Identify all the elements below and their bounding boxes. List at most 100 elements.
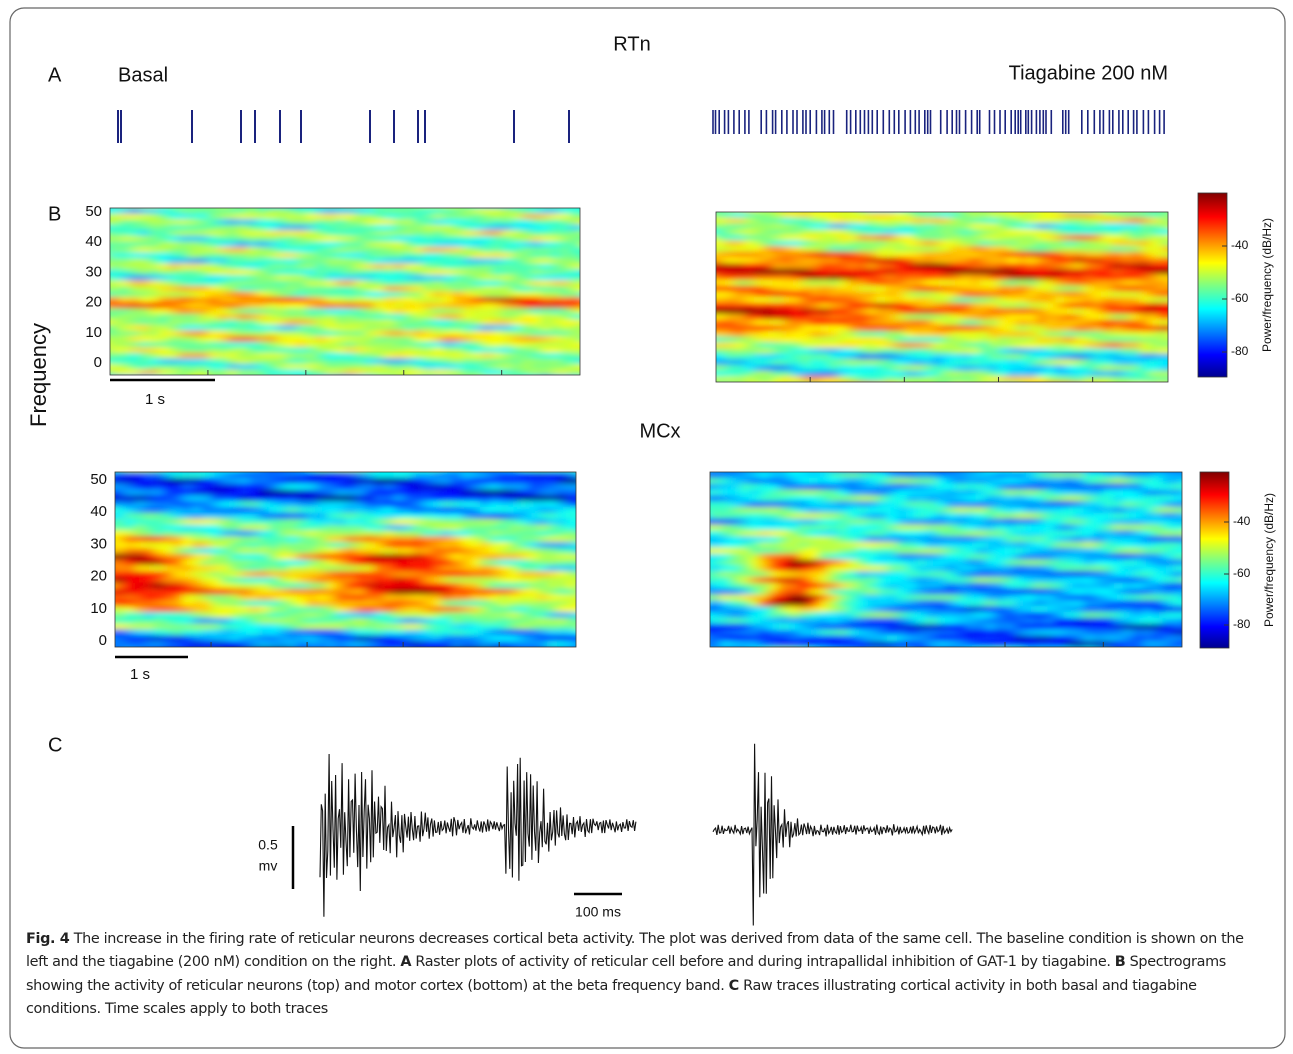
spectrogram-cell	[125, 606, 136, 613]
spectrogram-cell	[250, 507, 261, 514]
spectrogram-cell	[509, 647, 520, 654]
condition-title: Basal	[118, 64, 168, 86]
spectrogram-cell	[269, 501, 280, 508]
spectrogram-cell	[876, 223, 886, 230]
spectrogram-cell	[125, 484, 136, 491]
spectrogram-cell	[1168, 235, 1178, 242]
spectrogram-cell	[970, 314, 980, 321]
spectrogram-cell	[1130, 325, 1140, 332]
spectrogram-cell	[192, 490, 203, 497]
spectrogram-cell	[725, 240, 735, 247]
spectrogram-cell	[259, 577, 270, 584]
spectrogram-cell	[470, 536, 481, 543]
spectrogram-cell	[1159, 348, 1169, 355]
spectrogram-cell	[773, 348, 783, 355]
spectrogram-cell	[355, 589, 366, 596]
spectrogram-cell	[1102, 297, 1112, 304]
spectrogram-cell	[1112, 331, 1122, 338]
spectrogram-cell	[422, 519, 433, 526]
spectrogram-cell	[451, 536, 462, 543]
spectrogram-cell	[829, 297, 839, 304]
spectrogram-cell	[1121, 223, 1131, 230]
spectrogram-cell	[509, 606, 520, 613]
spectrogram-cell	[1046, 212, 1056, 219]
spectrogram-cell	[942, 331, 952, 338]
spectrogram-cell	[857, 291, 867, 298]
spectrogram-cell	[451, 501, 462, 508]
spectrogram-cell	[801, 308, 811, 315]
spectrogram-cell	[876, 212, 886, 219]
spectrogram-cell	[1055, 291, 1065, 298]
spectrogram-cell	[744, 263, 754, 270]
spectrogram-cell	[1149, 212, 1159, 219]
spectrogram-cell	[394, 495, 405, 502]
spectrogram-cell	[1130, 342, 1140, 349]
spectrogram-cell	[560, 375, 571, 382]
spectrogram-cell	[221, 589, 232, 596]
spectrogram-cell	[403, 484, 414, 491]
spectrogram-cell	[394, 583, 405, 590]
spectrogram-cell	[298, 612, 309, 619]
spectrogram-cell	[115, 565, 126, 572]
spectrogram-cell	[422, 612, 433, 619]
spectrogram-cell	[432, 513, 443, 520]
spectrogram-cell	[1102, 382, 1112, 389]
spectrogram-cell	[240, 554, 251, 561]
spectrogram-cell	[480, 565, 491, 572]
spectrogram-cell	[1083, 365, 1093, 372]
spectrogram-cell	[365, 560, 376, 567]
spectrogram-cell	[250, 472, 261, 479]
spectrogram-cell	[288, 565, 299, 572]
spectrogram-cell	[754, 263, 764, 270]
spectrogram-cell	[557, 501, 568, 508]
spectrogram-cell	[336, 618, 347, 625]
spectrogram-cell	[961, 246, 971, 253]
spectrogram-cell	[725, 348, 735, 355]
spectrogram-cell	[1168, 320, 1178, 327]
spectrogram-cell	[538, 595, 549, 602]
spectrogram-cell	[221, 490, 232, 497]
spectrogram-cell	[970, 246, 980, 253]
spectrogram-cell	[1046, 263, 1056, 270]
spectrogram-cell	[173, 478, 184, 485]
spectrogram-cell	[470, 595, 481, 602]
spectrogram-cell	[980, 308, 990, 315]
spectrogram-cell	[886, 325, 896, 332]
spectrogram-cell	[182, 560, 193, 567]
spectrogram-cell	[384, 472, 395, 479]
spectrogram-cell	[547, 472, 558, 479]
spectrogram-cell	[413, 565, 424, 572]
spectrogram-cell	[153, 595, 164, 602]
spectrogram-cell	[374, 612, 385, 619]
spectrogram-cell	[867, 246, 877, 253]
spectrogram-cell	[211, 542, 222, 549]
spectrogram-cell	[512, 375, 523, 382]
spectrogram-cell	[221, 595, 232, 602]
spectrogram-cell	[134, 595, 145, 602]
spectrogram-cell	[1168, 212, 1178, 219]
spectrogram-cell	[538, 519, 549, 526]
spectrogram-cell	[961, 382, 971, 389]
spectrogram-cell	[250, 571, 261, 578]
spectrogram-cell	[355, 530, 366, 537]
spectrogram-cell	[867, 240, 877, 247]
spectrogram-cell	[211, 630, 222, 637]
spectrogram-cell	[518, 507, 529, 514]
spectrogram-cell	[942, 325, 952, 332]
spectrogram-cell	[1102, 229, 1112, 236]
spectrogram-cell	[1093, 314, 1103, 321]
spectrogram-cell	[144, 501, 155, 508]
spectrogram-cell	[970, 212, 980, 219]
spectrogram-cell	[250, 478, 261, 485]
spectrogram-cell	[432, 606, 443, 613]
spectrogram-cell	[904, 308, 914, 315]
spectrogram-cell	[490, 478, 501, 485]
spectrogram-cell	[384, 554, 395, 561]
spectrogram-cell	[801, 246, 811, 253]
spectrogram-cell	[355, 484, 366, 491]
spectrogram-cell	[923, 257, 933, 264]
spectrogram-cell	[413, 647, 424, 654]
spectrogram-cell	[346, 472, 357, 479]
spectrogram-cell	[547, 624, 558, 631]
spectrogram-cell	[904, 348, 914, 355]
